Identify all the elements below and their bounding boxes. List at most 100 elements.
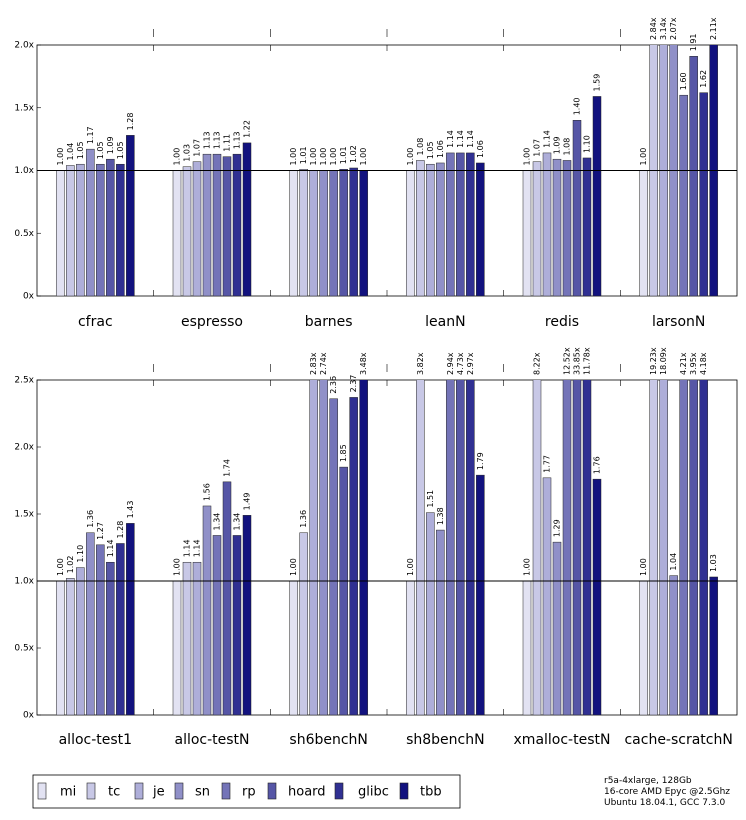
data-label: 1.00 [329,148,338,166]
y-tick-label: 1.0x [14,166,34,176]
x-tick-label: redis [545,314,579,330]
bar [309,380,318,715]
bar [416,160,425,296]
bar [406,170,415,296]
data-label: 4.73x [456,352,465,375]
bar [582,157,592,296]
data-label: 2.11x [709,17,718,40]
bar [699,380,708,715]
bar [289,580,298,715]
data-label: 1.49 [243,493,252,511]
bar [192,561,202,715]
bar [299,168,308,296]
bar [659,45,668,296]
bars [56,380,718,715]
data-label: 1.00 [523,148,532,166]
y-tick-label: 1.5x [14,510,34,520]
bar [456,152,465,296]
data-label: 1.00 [289,558,298,576]
bar [689,56,698,296]
data-label: 1.14 [106,539,115,557]
y-tick-label: 2.0x [14,443,34,453]
x-tick-label: barnes [305,314,353,330]
data-label: 1.28 [126,113,135,131]
legend-label: mi [60,785,76,800]
bars [56,45,718,296]
legend-label: tc [108,785,120,800]
bar [232,535,242,715]
bar [639,580,648,715]
bar [349,397,358,715]
data-label: 1.34 [213,513,222,531]
bar [426,512,435,715]
data-label: 1.01 [339,146,348,164]
y-tick-label: 2.0x [14,41,34,51]
data-label: 1.00 [56,148,65,166]
bar [222,481,232,715]
bar [116,163,125,296]
bar [709,45,718,296]
data-label: 1.13 [213,131,222,149]
plot-frame [36,379,738,716]
data-label: 1.13 [233,131,242,149]
data-label: 1.76 [593,456,602,474]
data-label: 1.00 [523,558,532,576]
bar [446,380,455,715]
bar [56,170,65,296]
data-label: 1.36 [299,510,308,528]
data-label: 1.05 [426,141,435,159]
x-tick-label: cache-scratchN [624,732,732,748]
data-label: 3.48x [359,352,368,375]
bar [532,380,542,715]
x-tick-label: sh6benchN [289,732,368,748]
bar [436,529,445,715]
data-label: 1.10 [76,545,85,563]
data-label: 1.62 [699,70,708,88]
data-label: 1.77 [543,455,552,473]
bar [172,580,182,715]
bar [426,163,435,296]
x-tick-label: alloc-test1 [59,732,132,748]
bar [639,170,648,296]
data-label: 1.40 [573,97,582,115]
y-tick-label: 1.0x [14,577,34,587]
legend-swatch [267,782,277,800]
data-label: 1.43 [126,501,135,519]
x-tick-label: leanN [425,314,465,330]
data-label: 1.03 [709,554,718,572]
data-label: 1.06 [436,140,445,158]
bar [416,380,425,715]
bar [542,152,552,296]
bar [669,575,678,715]
data-label: 1.07 [533,139,542,157]
bar [182,561,192,715]
data-label: 1.14 [543,130,552,148]
data-label: 2.07x [669,17,678,40]
y-tick-label: 2.5x [14,376,34,386]
data-label: 1.00 [173,148,182,166]
bar [709,576,718,715]
bar [212,535,222,715]
bar [126,523,135,715]
data-label: 1.17 [86,126,95,144]
data-label: 33.85x [573,347,582,375]
legend-label: sn [195,785,210,800]
data-label: 1.51 [426,490,435,508]
data-label: 1.04 [669,553,678,571]
bar [562,380,572,715]
data-label: 1.00 [639,148,648,166]
data-label: 1.00 [639,558,648,576]
bar [329,398,338,715]
bar [299,532,308,715]
bar [96,544,105,715]
footer-line: 16-core AMD Epyc @2.5Ghz [604,787,730,797]
bar [289,170,298,296]
data-label: 1.08 [563,138,572,156]
bar [582,380,592,715]
data-label: 2.97x [466,352,475,375]
bar [572,120,582,296]
data-label: 19.23x [649,347,658,375]
bar [242,142,252,296]
data-label: 4.18x [699,352,708,375]
